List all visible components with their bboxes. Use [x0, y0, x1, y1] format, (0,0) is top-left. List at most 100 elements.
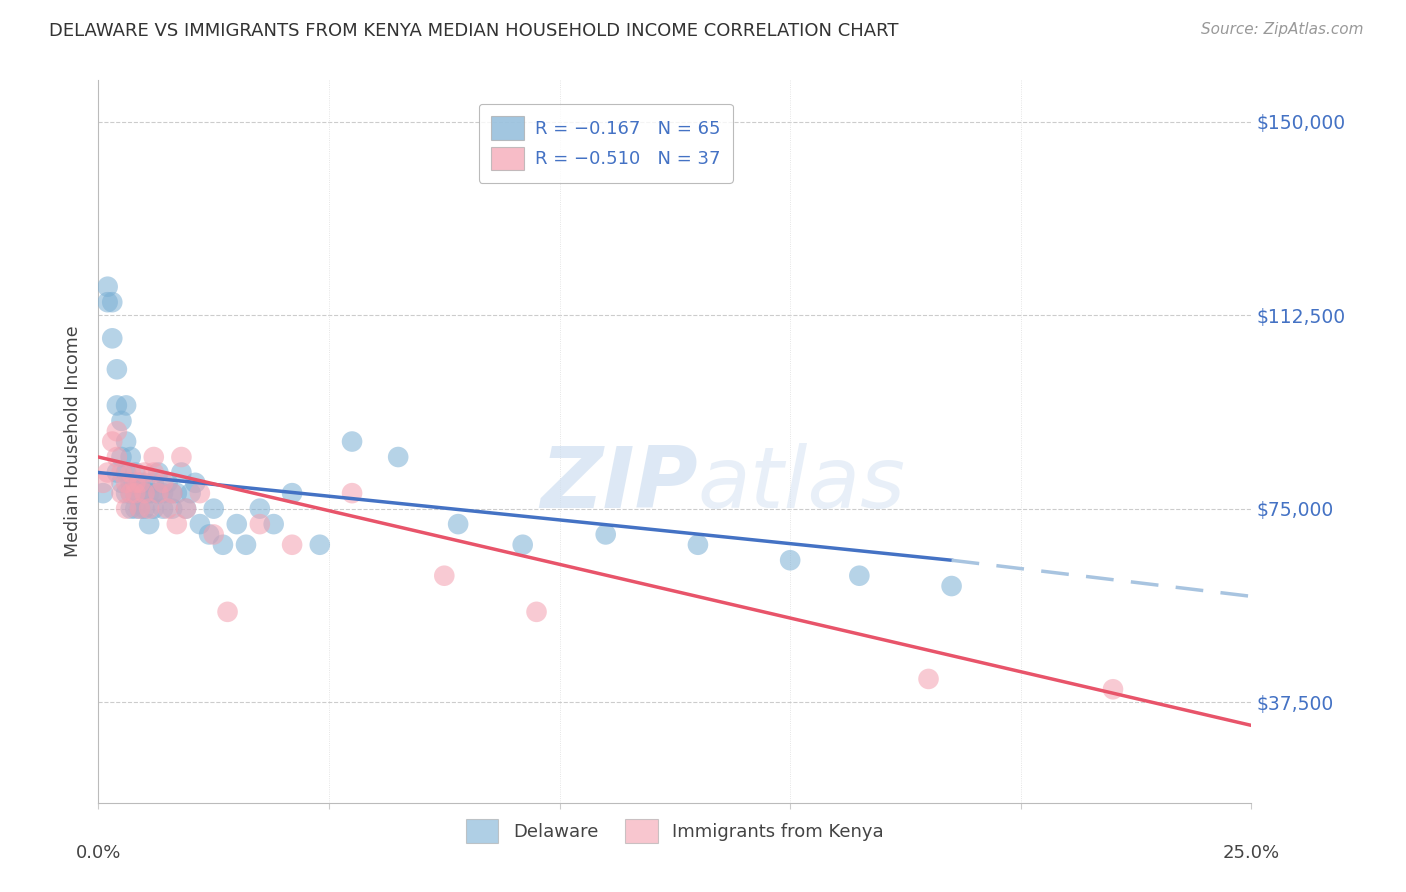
Text: 0.0%: 0.0% [76, 844, 121, 862]
Point [124, 475, 146, 490]
Point [115, 398, 138, 412]
Point [387, 450, 409, 464]
Point [142, 466, 165, 480]
Point [105, 398, 128, 412]
Point [249, 517, 271, 532]
Point [138, 486, 160, 500]
Point [184, 475, 207, 490]
Point [101, 295, 124, 310]
Point [779, 553, 801, 567]
Point [188, 517, 211, 532]
Point [848, 568, 870, 582]
Point [941, 579, 963, 593]
Point [134, 501, 156, 516]
Point [142, 450, 165, 464]
Point [142, 486, 165, 500]
Y-axis label: Median Household Income: Median Household Income [65, 326, 83, 558]
Point [212, 538, 235, 552]
Point [124, 486, 146, 500]
Point [97, 279, 120, 293]
Point [134, 486, 156, 500]
Point [447, 517, 470, 532]
Point [129, 475, 152, 490]
Point [512, 538, 534, 552]
Point [138, 517, 160, 532]
Point [124, 486, 146, 500]
Point [134, 486, 156, 500]
Point [202, 527, 225, 541]
Point [340, 486, 363, 500]
Point [156, 475, 179, 490]
Point [129, 475, 152, 490]
Point [120, 501, 142, 516]
Text: 25.0%: 25.0% [1223, 844, 1279, 862]
Point [160, 486, 183, 500]
Point [180, 486, 202, 500]
Point [105, 362, 128, 376]
Point [101, 434, 124, 449]
Point [120, 486, 142, 500]
Point [97, 466, 120, 480]
Point [249, 501, 271, 516]
Point [166, 486, 188, 500]
Point [166, 517, 188, 532]
Point [170, 466, 193, 480]
Text: DELAWARE VS IMMIGRANTS FROM KENYA MEDIAN HOUSEHOLD INCOME CORRELATION CHART: DELAWARE VS IMMIGRANTS FROM KENYA MEDIAN… [49, 22, 898, 40]
Point [101, 331, 124, 345]
Point [105, 424, 128, 438]
Point [308, 538, 330, 552]
Point [152, 486, 174, 500]
Text: ZIP: ZIP [540, 443, 697, 526]
Point [235, 538, 257, 552]
Point [124, 466, 146, 480]
Point [148, 466, 170, 480]
Point [105, 450, 128, 464]
Point [129, 501, 152, 516]
Point [110, 414, 132, 428]
Point [160, 501, 183, 516]
Point [148, 486, 170, 500]
Point [124, 501, 146, 516]
Point [110, 466, 132, 480]
Point [129, 501, 152, 516]
Point [686, 538, 709, 552]
Text: atlas: atlas [697, 443, 905, 526]
Point [91, 475, 114, 490]
Point [188, 486, 211, 500]
Point [170, 450, 193, 464]
Point [110, 475, 132, 490]
Point [198, 527, 221, 541]
Point [97, 295, 120, 310]
Point [174, 501, 197, 516]
Point [281, 486, 304, 500]
Point [433, 568, 456, 582]
Point [152, 501, 174, 516]
Point [105, 466, 128, 480]
Point [340, 434, 363, 449]
Point [134, 466, 156, 480]
Point [263, 517, 285, 532]
Point [156, 501, 179, 516]
Legend: Delaware, Immigrants from Kenya: Delaware, Immigrants from Kenya [453, 806, 897, 855]
Point [110, 450, 132, 464]
Point [120, 450, 142, 464]
Point [91, 486, 114, 500]
Point [142, 475, 165, 490]
Point [148, 486, 170, 500]
Point [115, 434, 138, 449]
Point [115, 466, 138, 480]
Point [120, 486, 142, 500]
Point [152, 475, 174, 490]
Point [115, 486, 138, 500]
Point [202, 501, 225, 516]
Point [110, 486, 132, 500]
Point [129, 486, 152, 500]
Text: Source: ZipAtlas.com: Source: ZipAtlas.com [1201, 22, 1364, 37]
Point [120, 466, 142, 480]
Point [174, 501, 197, 516]
Point [160, 486, 183, 500]
Point [526, 605, 548, 619]
Point [124, 475, 146, 490]
Point [281, 538, 304, 552]
Point [917, 672, 939, 686]
